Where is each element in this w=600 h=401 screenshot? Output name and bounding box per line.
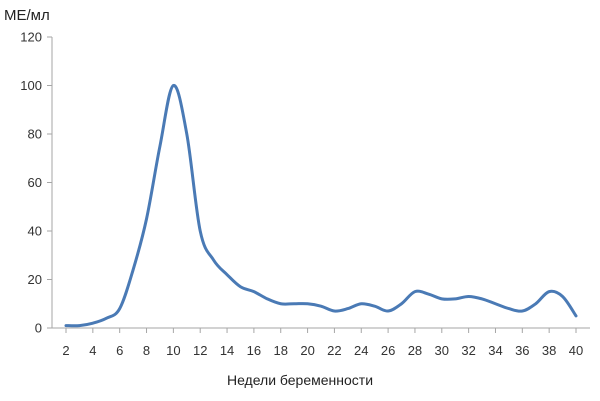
y-tick-label: 60 <box>28 175 42 190</box>
y-tick-label: 100 <box>20 78 42 93</box>
series-line <box>64 83 578 328</box>
x-tick-label: 18 <box>274 343 288 358</box>
y-tick-label: 0 <box>35 321 42 336</box>
x-tick-label: 6 <box>116 343 123 358</box>
x-tick-label: 36 <box>515 343 529 358</box>
x-tick-label: 26 <box>381 343 395 358</box>
x-tick-label: 24 <box>354 343 368 358</box>
x-tick-label: 30 <box>435 343 449 358</box>
x-tick-label: 4 <box>89 343 96 358</box>
y-tick-label: 120 <box>20 30 42 45</box>
x-tick-label: 2 <box>62 343 69 358</box>
x-tick-label: 32 <box>461 343 475 358</box>
x-tick-label: 8 <box>143 343 150 358</box>
x-tick-label: 34 <box>488 343 502 358</box>
x-tick-label: 14 <box>220 343 234 358</box>
y-tick-label: 40 <box>28 224 42 239</box>
y-axis-label: МЕ/мл <box>4 7 50 24</box>
x-tick-label: 28 <box>408 343 422 358</box>
x-tick-label: 40 <box>569 343 583 358</box>
x-tick-label: 38 <box>542 343 556 358</box>
x-tick-label: 10 <box>166 343 180 358</box>
x-tick-label: 22 <box>327 343 341 358</box>
axes <box>47 36 590 333</box>
y-tick-label: 80 <box>28 127 42 142</box>
x-tick-label: 16 <box>247 343 261 358</box>
series-layer <box>64 83 578 328</box>
x-axis-label: Недели беременности <box>226 372 374 388</box>
x-tick-label: 12 <box>193 343 207 358</box>
x-tick-label: 20 <box>300 343 314 358</box>
y-tick-label: 20 <box>28 272 42 287</box>
